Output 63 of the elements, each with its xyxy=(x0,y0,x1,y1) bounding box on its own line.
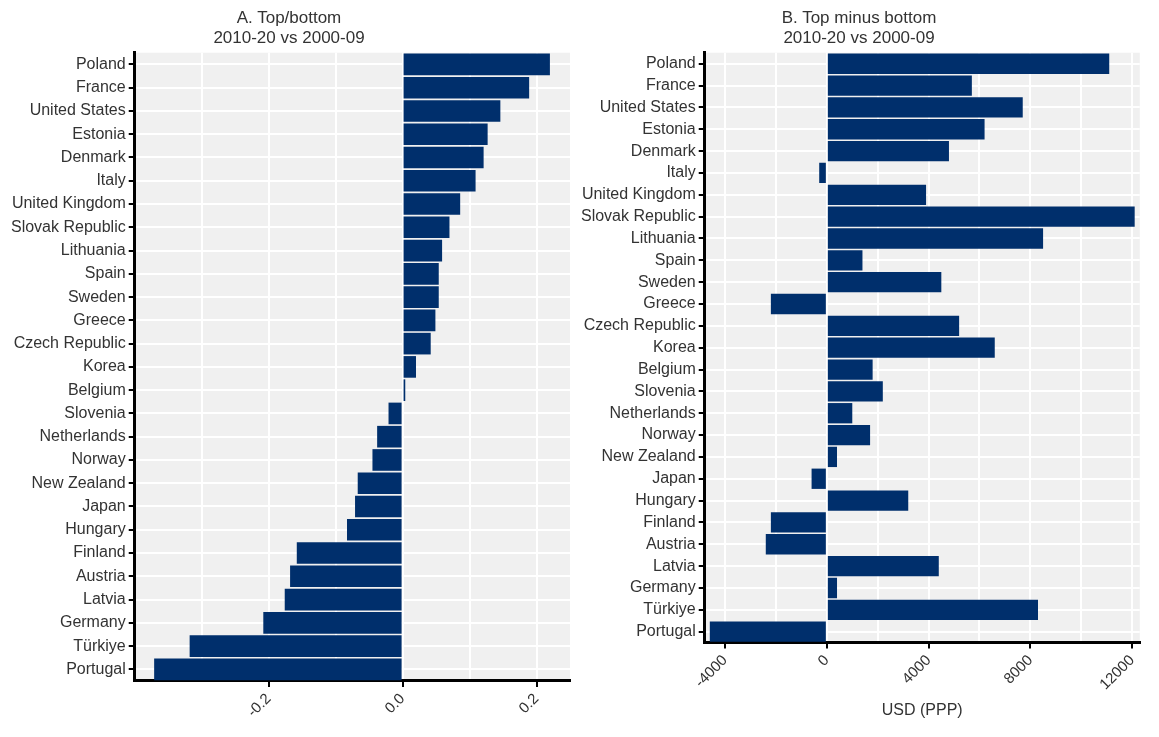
y-tick-label: France xyxy=(645,75,696,93)
chart-subtitle: 2010-20 vs 2000-09 xyxy=(783,28,935,48)
y-tick-label: Czech Republic xyxy=(13,334,126,352)
y-tick-label: France xyxy=(75,78,126,96)
y-tick-label: Spain xyxy=(654,250,696,268)
y-tick-label: Korea xyxy=(653,338,696,356)
chart-title: A. Top/bottom xyxy=(236,7,342,27)
y-tick-label: Belgium xyxy=(637,359,696,377)
y-tick-label: Slovak Republic xyxy=(580,207,696,225)
y-tick-label: Slovenia xyxy=(64,403,126,421)
y-tick-label: United States xyxy=(599,97,696,115)
y-tick-label: New Zealand xyxy=(31,473,126,491)
y-tick-label: United States xyxy=(29,101,126,119)
y-tick-label: Finland xyxy=(643,512,696,530)
y-tick-label: Hungary xyxy=(635,491,696,508)
chart-title: B. Top minus bottom xyxy=(781,7,937,27)
y-tick-label: Latvia xyxy=(653,556,696,574)
y-tick-label: Hungary xyxy=(65,520,126,538)
y-tick-label: Lithuania xyxy=(630,228,696,246)
y-tick-label: Portugal xyxy=(66,659,126,677)
y-tick-label: Belgium xyxy=(67,380,126,398)
y-tick-label: Germany xyxy=(59,613,126,631)
y-tick-label: Poland xyxy=(645,54,696,72)
x-tick-label: 0.0 xyxy=(380,689,408,717)
y-tick-label: Lithuania xyxy=(60,240,126,258)
x-tick-label: 0 xyxy=(813,650,832,669)
y-tick-label: United Kingdom xyxy=(581,185,696,203)
y-tick-label: Italy xyxy=(666,163,696,181)
y-tick-label: Italy xyxy=(96,171,126,189)
x-tick-label: -0.2 xyxy=(243,689,274,720)
y-tick-label: Norway xyxy=(641,425,696,443)
y-tick-label: Germany xyxy=(629,578,696,596)
y-tick-label: Latvia xyxy=(83,589,126,607)
x-tick-label: 0.2 xyxy=(514,689,542,717)
y-tick-label: Czech Republic xyxy=(583,316,696,334)
y-tick-label: Norway xyxy=(71,450,126,468)
y-tick-label: Türkiye xyxy=(643,600,696,618)
chart-subtitle: 2010-20 vs 2000-09 xyxy=(213,28,365,48)
y-tick-label: Japan xyxy=(82,496,126,514)
y-tick-label: Estonia xyxy=(642,119,696,137)
y-tick-label: Greece xyxy=(643,294,696,312)
y-tick-label: Slovenia xyxy=(634,381,696,399)
y-tick-label: Slovak Republic xyxy=(10,217,126,235)
y-tick-label: Austria xyxy=(75,566,126,584)
y-tick-label: Greece xyxy=(73,310,126,328)
y-tick-label: Netherlands xyxy=(39,427,126,445)
y-tick-label: Estonia xyxy=(72,124,126,142)
y-tick-label: Türkiye xyxy=(73,636,126,654)
y-tick-label: United Kingdom xyxy=(11,194,126,212)
y-tick-label: Austria xyxy=(645,534,696,552)
y-tick-label: Japan xyxy=(652,469,696,487)
y-tick-label: New Zealand xyxy=(601,447,696,465)
y-tick-label: Korea xyxy=(83,357,126,375)
y-tick-label: Portugal xyxy=(636,622,696,640)
y-tick-label: Poland xyxy=(75,54,126,72)
x-axis-title: USD (PPP) xyxy=(881,700,963,718)
y-tick-label: Sweden xyxy=(67,287,126,305)
y-tick-label: Denmark xyxy=(60,147,127,165)
y-tick-label: Finland xyxy=(73,543,126,561)
y-tick-label: Spain xyxy=(84,264,126,282)
y-tick-label: Sweden xyxy=(637,272,696,290)
y-tick-label: Denmark xyxy=(630,141,697,159)
y-tick-label: Netherlands xyxy=(609,403,696,421)
